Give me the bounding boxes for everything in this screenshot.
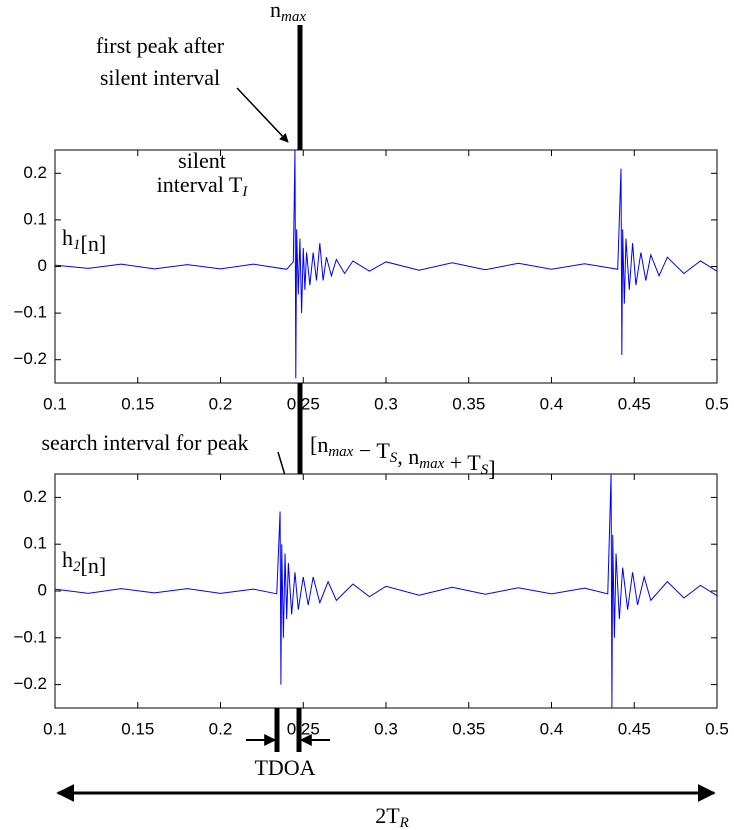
subplot: 0.1 0.15 0.2 0.25 0.3 0.35 0.4 0.45 0.5 −0.2 −0.1 0…	[13, 149, 729, 413]
y-tick-label: 0	[38, 256, 47, 275]
x-tick-label: 0.45	[618, 719, 651, 738]
annotation: h1[n]	[62, 225, 106, 256]
annotation: first peak after	[96, 33, 225, 58]
annotation-subscript: R	[399, 815, 409, 830]
x-tick-label: 0.4	[540, 394, 564, 413]
annotation: nmax	[270, 0, 306, 25]
y-tick-label: 0	[38, 580, 47, 599]
x-tick-label: 0.1	[43, 719, 67, 738]
x-tick-label: 0.15	[121, 394, 154, 413]
annotation-text: interval T	[157, 172, 243, 197]
y-tick-label: 0.2	[23, 487, 47, 506]
x-tick-label: 0.1	[43, 394, 67, 413]
annotation-text: [n]	[81, 231, 107, 256]
x-tick-label: 0.35	[452, 394, 485, 413]
x-tick-label: 0.2	[209, 394, 233, 413]
annotation-subscript: I	[241, 184, 248, 200]
y-tick-label: 0.2	[23, 163, 47, 182]
annotation-text: silent interval	[100, 65, 220, 90]
annotation-text: − T	[353, 438, 390, 463]
series-group	[55, 474, 717, 708]
x-tick-label: 0.3	[374, 719, 398, 738]
annotation: [nmax − TS, nmax + TS]	[310, 432, 496, 481]
annotation-subscript: 1	[73, 237, 81, 253]
annotation-subscript: max	[328, 444, 353, 460]
plot-frame	[54, 149, 718, 384]
annotation-text: search interval for peak	[41, 430, 248, 455]
annotation-text: TDOA	[254, 755, 315, 780]
x-tick-label: 0.45	[618, 394, 651, 413]
y-tick-label: −0.1	[13, 303, 47, 322]
x-tick-label: 0.5	[705, 719, 729, 738]
annotation-text: [n	[310, 432, 328, 457]
annotation: silent	[178, 148, 226, 173]
annotation: h2[n]	[62, 547, 106, 578]
annotation-text: [n]	[81, 553, 107, 578]
annotation: interval TI	[157, 172, 249, 200]
y-tick-label: 0.1	[23, 209, 47, 228]
annotation: search interval for peak	[41, 430, 248, 455]
x-tick-label: 0.35	[452, 719, 485, 738]
annotation-text: ]	[488, 456, 495, 481]
y-tick-label: 0.1	[23, 534, 47, 553]
y-tick-label: −0.2	[13, 349, 47, 368]
x-tick-label: 0.25	[287, 719, 320, 738]
x-tick-label: 0.25	[287, 394, 320, 413]
y-tick-label: −0.1	[13, 627, 47, 646]
annotation-subscript: S	[481, 462, 489, 478]
annotation-subscript: S	[390, 450, 398, 466]
subplot: 0.1 0.15 0.2 0.25 0.3 0.35 0.4 0.45 0.5 −0.2 −0.1 0…	[13, 473, 729, 738]
y-tick-label: −0.2	[13, 674, 47, 693]
x-tick-label: 0.5	[705, 394, 729, 413]
x-tick-label: 0.2	[209, 719, 233, 738]
annotation-subscript: 2	[73, 559, 81, 575]
annotation-text: + T	[444, 450, 481, 475]
annotation-text: first peak after	[96, 33, 225, 58]
annotation-text: , n	[397, 444, 419, 469]
signal-line	[55, 474, 717, 708]
annotation-text: silent	[178, 148, 226, 173]
x-tick-label: 0.4	[540, 719, 564, 738]
annotation-subscript: max	[419, 456, 444, 472]
annotation: TDOA	[254, 755, 315, 780]
x-tick-label: 0.3	[374, 394, 398, 413]
annotation-text: h	[62, 225, 73, 250]
annotation-text: n	[270, 0, 281, 22]
x-tick-label: 0.15	[121, 719, 154, 738]
signal-line	[55, 150, 717, 379]
annotation-text: h	[62, 547, 73, 572]
annotation: 2TR	[375, 803, 409, 830]
annotation-text: 2T	[375, 803, 400, 828]
annotation-subscript: max	[281, 9, 306, 25]
series-group	[55, 150, 717, 379]
annotation: silent interval	[100, 65, 220, 90]
